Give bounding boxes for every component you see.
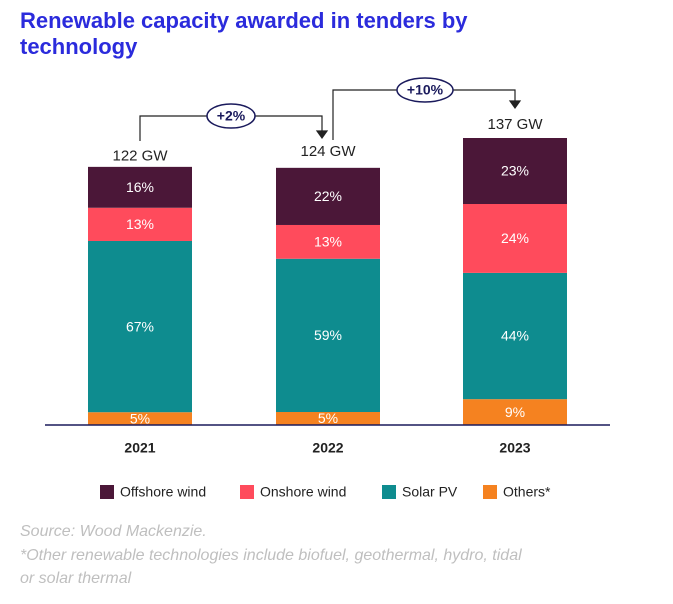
segment-label: 9% xyxy=(505,404,525,420)
bar-segment xyxy=(463,399,567,425)
chart-title: Renewable capacity awarded in tenders by… xyxy=(20,8,468,59)
bar-segment xyxy=(463,204,567,273)
segment-label: 44% xyxy=(501,328,529,344)
bar-segment xyxy=(276,224,380,259)
legend-swatch xyxy=(100,485,114,499)
total-label: 122 GW xyxy=(112,147,168,164)
x-tick-label: 2021 xyxy=(124,440,155,456)
change-arrows xyxy=(139,77,522,141)
segment-label: 13% xyxy=(126,216,154,232)
bar-segment xyxy=(88,412,192,425)
bar-stack xyxy=(276,167,380,425)
bar-segment xyxy=(463,138,567,205)
legend-label: Solar PV xyxy=(402,484,458,500)
bar-stack xyxy=(463,138,567,425)
bar-segment xyxy=(88,207,192,241)
bar-segment xyxy=(88,240,192,413)
segment-label: 5% xyxy=(130,410,150,426)
legend-swatch xyxy=(483,485,497,499)
source: Source: Wood Mackenzie. xyxy=(20,523,207,540)
bar-segment xyxy=(276,167,380,225)
annotation-bubble xyxy=(396,77,454,103)
arrowhead xyxy=(315,130,329,140)
bar-segment xyxy=(88,166,192,208)
segment-label: 23% xyxy=(501,163,529,179)
legend-label: Others* xyxy=(503,484,551,500)
x-tick-label: 2023 xyxy=(499,440,530,456)
bar-segment xyxy=(276,258,380,413)
legend-label: Offshore wind xyxy=(120,484,206,500)
bar-segment xyxy=(463,272,567,400)
legend-label: Onshore wind xyxy=(260,484,346,500)
bar-segment xyxy=(276,412,380,425)
segment-label: 59% xyxy=(314,327,342,343)
segment-label: 22% xyxy=(314,188,342,204)
bar-stack xyxy=(88,166,192,425)
annotation-bubble xyxy=(206,103,256,129)
footnote: or solar thermal xyxy=(20,570,132,587)
footnote: *Other renewable technologies include bi… xyxy=(20,547,522,564)
total-label: 124 GW xyxy=(300,143,356,160)
total-label: 137 GW xyxy=(487,116,543,133)
segment-label: 16% xyxy=(126,179,154,195)
annotation: +2% xyxy=(217,108,246,124)
arrowhead xyxy=(508,100,522,110)
segment-label: 13% xyxy=(314,234,342,250)
legend-swatch xyxy=(240,485,254,499)
segment-label: 24% xyxy=(501,230,529,246)
segment-label: 67% xyxy=(126,318,154,334)
segment-label: 5% xyxy=(318,410,338,426)
legend-swatch xyxy=(382,485,396,499)
annotation: +10% xyxy=(407,82,444,98)
x-tick-label: 2022 xyxy=(312,440,343,456)
